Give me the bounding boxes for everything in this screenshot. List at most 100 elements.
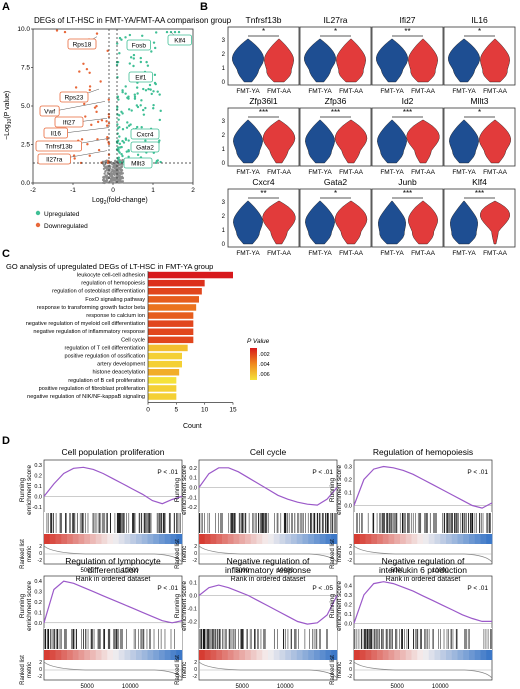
- violin-shape: [305, 119, 335, 164]
- volcano-point-up: [118, 114, 121, 117]
- volcano-point-up: [133, 97, 137, 100]
- gsea-heat-segment: [61, 650, 68, 660]
- legend-up-swatch: [35, 210, 41, 216]
- gsea-heat-segment: [446, 534, 453, 544]
- gsea-heat-segment: [107, 650, 114, 660]
- gsea-heat-segment: [210, 534, 217, 544]
- gsea-ylabel-top: Running: [19, 478, 26, 503]
- gsea-heat-segment: [382, 534, 389, 544]
- gsea-heat-segment: [285, 650, 292, 660]
- gene-label-box: [43, 127, 69, 139]
- sig-stars: *: [478, 108, 481, 117]
- violin-frame: [443, 26, 516, 86]
- volcano-point-down: [107, 98, 110, 101]
- go-xlabel: Count: [183, 423, 202, 430]
- violin-shape: [378, 200, 406, 245]
- violin-shape: [448, 38, 480, 83]
- go-x-tick-label: 0: [146, 407, 150, 414]
- violin-shape: [334, 200, 368, 245]
- volcano-point-up: [142, 108, 145, 112]
- violin-shape: [479, 119, 511, 164]
- volcano-point-up: [130, 109, 133, 112]
- violin-group-label: FMT-AA: [267, 250, 291, 257]
- gsea-heat-segment: [325, 650, 332, 660]
- volcano-point-up: [118, 126, 121, 129]
- gsea-ylabel-top: enrichment score: [336, 465, 343, 515]
- gsea-heat-segment: [256, 650, 263, 660]
- gsea-heat-segment: [302, 650, 309, 660]
- gsea-metric-tick: 2: [39, 660, 42, 666]
- gsea-heat-segment: [176, 650, 183, 660]
- gsea-title: Cell population proliferation: [61, 447, 164, 457]
- violin-shape: [376, 38, 408, 83]
- volcano-point-up: [147, 87, 150, 91]
- gsea-enrichment-curve: [198, 467, 338, 506]
- volcano-point-up: [116, 76, 119, 79]
- gsea-metric-tick: -2: [348, 558, 353, 564]
- gsea-heat-segment: [118, 534, 125, 544]
- volcano-point-up: [118, 135, 121, 138]
- gsea-heat-segment: [417, 650, 424, 660]
- violin-panel: Zfp36 *** FMT-YA FMT-AA: [299, 96, 372, 176]
- gsea-heat-segment: [296, 650, 303, 660]
- volcano-point-up: [153, 73, 157, 77]
- gsea-metric-tick: 0: [39, 667, 42, 673]
- volcano-point-down: [97, 148, 101, 152]
- volcano-xlabel: Log2(fold-change): [92, 197, 148, 206]
- gene-label-text: Fosb: [132, 43, 147, 50]
- violin-group-label: FMT-YA: [308, 88, 332, 95]
- gsea-x-tick-label: 5000: [235, 684, 249, 689]
- volcano-point-ns: [114, 169, 117, 172]
- volcano-point-up: [149, 88, 152, 91]
- volcano-point-up: [118, 142, 122, 146]
- gsea-heat-segment: [204, 650, 211, 660]
- volcano-point-ns: [121, 177, 124, 180]
- violin-panel: IL16 * FMT-YA FMT-AA: [443, 15, 516, 95]
- gsea-ylabel-top: enrichment score: [26, 581, 33, 631]
- gsea-title: Negative regulation of: [382, 556, 465, 566]
- gsea-y-tick-label: 0.0: [344, 621, 352, 627]
- gsea-heat-segment: [446, 650, 453, 660]
- gsea-heat-segment: [67, 534, 74, 544]
- gsea-heat-segment: [314, 650, 321, 660]
- sig-stars: ***: [403, 108, 412, 117]
- volcano-point-up: [115, 63, 119, 67]
- gsea-ylabel-bottom: metric: [182, 546, 188, 562]
- gsea-heat-segment: [170, 650, 177, 660]
- gene-label-text: Klf4: [174, 38, 186, 45]
- violin-panel: Ifi27 ** FMT-YA FMT-AA: [371, 15, 444, 95]
- go-category-label: response to transforming growth factor b…: [37, 305, 146, 311]
- gsea-x-tick-label: 10000: [277, 684, 294, 689]
- volcano-point-down: [100, 119, 104, 122]
- go-x-tick-label: 5: [175, 407, 179, 414]
- gsea-ylabel-top: enrichment score: [181, 465, 188, 515]
- gsea-y-tick-label: 0.2: [344, 478, 352, 484]
- violin-group-label: FMT-YA: [236, 250, 260, 257]
- gsea-metric-tick: -2: [348, 674, 353, 680]
- gsea-metric-tick: 2: [39, 544, 42, 550]
- volcano-point-up: [156, 90, 159, 93]
- gsea-heat-segment: [400, 534, 407, 544]
- gsea-y-tick-label: -0.1: [33, 505, 42, 511]
- volcano-point-down: [105, 120, 108, 123]
- gsea-heat-segment: [153, 534, 160, 544]
- gsea-heat-segment: [141, 534, 148, 544]
- violin-shape: [233, 119, 263, 164]
- volcano-y-tick-label: 5.0: [21, 103, 30, 110]
- violin-grid: Tnfrsf13b * FMT-YA FMT-AA 0 1 2 3 IL27ra * FMT-YA F…: [222, 15, 516, 257]
- gsea-heat-segment: [61, 534, 68, 544]
- volcano-point-down: [106, 136, 109, 139]
- gene-label-box: [39, 105, 60, 117]
- violin-group-label: FMT-AA: [483, 169, 507, 176]
- volcano-point-down: [82, 62, 85, 65]
- violin-shape: [334, 119, 368, 164]
- violin-y-tick-label: 3: [222, 38, 226, 44]
- violin-frame: [299, 188, 372, 248]
- volcano-point-up: [144, 139, 147, 142]
- gsea-heat-segment: [233, 534, 240, 544]
- volcano-point-down: [99, 80, 102, 83]
- gsea-heat-segment: [216, 534, 223, 544]
- gsea-enrichment-curve: [353, 581, 492, 624]
- volcano-point-ns: [114, 159, 117, 162]
